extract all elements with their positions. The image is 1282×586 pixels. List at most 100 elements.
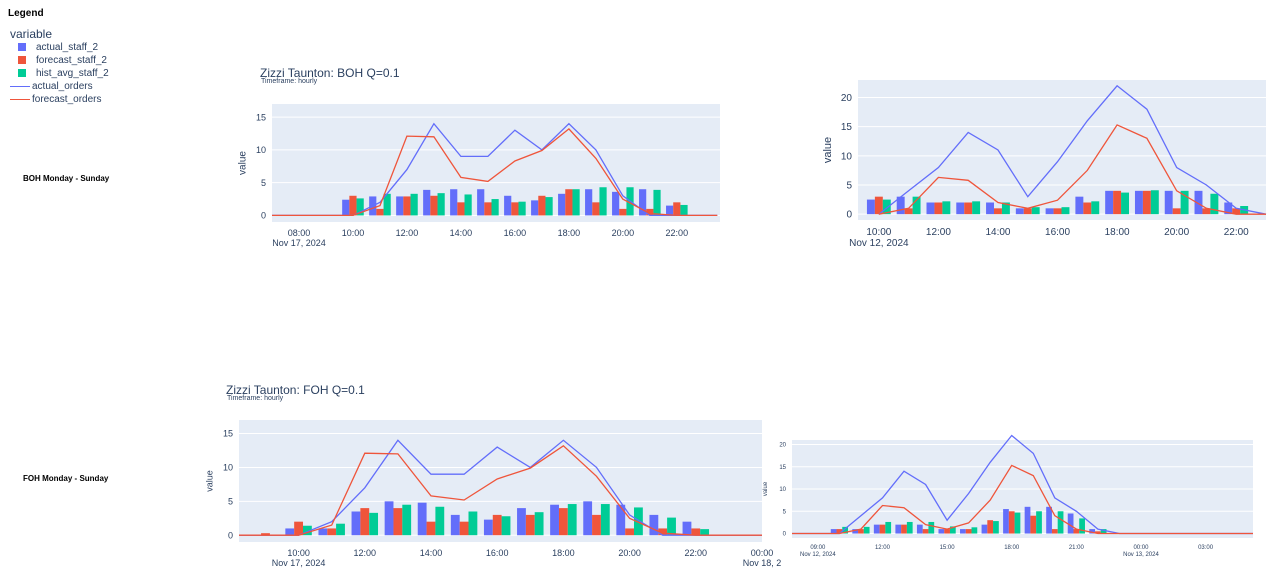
line-forecast_orders [239, 444, 762, 536]
legend-label: actual_staff_2 [36, 41, 99, 53]
bar-forecast_staff_2 [492, 514, 502, 536]
x-tick-label: 12:00 [875, 545, 891, 551]
bar-hist_avg_staff_2 [410, 193, 418, 216]
legend-item-actual-orders[interactable]: actual_orders [10, 80, 93, 92]
bar-forecast_staff_2 [558, 508, 568, 536]
bar-actual_staff_2 [981, 524, 988, 534]
y-tick-label: 10 [841, 151, 853, 162]
line-forecast_orders [792, 464, 1253, 535]
bar-actual_staff_2 [938, 529, 945, 534]
bar-hist_avg_staff_2 [435, 506, 445, 536]
bar-actual_staff_2 [1067, 513, 1074, 534]
x-tick-label: 16:00 [1045, 227, 1070, 238]
bar-hist_avg_staff_2 [928, 521, 935, 534]
bar-hist_avg_staff_2 [1210, 193, 1219, 215]
bar-actual_staff_2 [585, 189, 593, 216]
x-tick-label: 10:00 [342, 228, 365, 238]
bar-hist_avg_staff_2 [912, 196, 921, 215]
bar-hist_avg_staff_2 [1061, 207, 1070, 215]
bar-forecast_staff_2 [673, 202, 681, 216]
bar-actual_staff_2 [926, 202, 935, 215]
row-label-boh: BOH Monday - Sunday [23, 174, 110, 183]
legend-item-forecast-staff[interactable]: forecast_staff_2 [14, 54, 107, 66]
bar-forecast_staff_2 [994, 208, 1002, 215]
bar-hist_avg_staff_2 [653, 189, 661, 216]
bar-actual_staff_2 [682, 521, 692, 536]
line-forecast_orders [878, 124, 1266, 215]
bar-forecast_staff_2 [538, 195, 546, 216]
bar-hist_avg_staff_2 [1001, 202, 1010, 215]
bar-forecast_staff_2 [565, 189, 573, 216]
legend-item-forecast-orders[interactable]: forecast_orders [10, 93, 101, 105]
bar-actual_staff_2 [477, 189, 485, 216]
bar-hist_avg_staff_2 [906, 521, 913, 534]
bar-hist_avg_staff_2 [501, 516, 511, 536]
bar-hist_avg_staff_2 [1031, 207, 1040, 215]
bar-actual_staff_2 [616, 504, 626, 536]
bar-forecast_staff_2 [934, 202, 943, 215]
x-tick-sublabel: Nov 12, 2024 [800, 552, 836, 558]
bar-forecast_staff_2 [1023, 208, 1032, 215]
y-axis-label: value [822, 137, 834, 163]
legend-label: forecast_orders [32, 93, 102, 105]
bar-actual_staff_2 [649, 514, 659, 536]
y-tick-label: 0 [261, 211, 266, 221]
x-tick-sublabel: Nov 17, 2024 [272, 238, 326, 248]
x-tick-sublabel: Nov 17, 2024 [272, 558, 326, 568]
x-tick-sublabel: Nov 18, 2 [743, 558, 782, 568]
x-tick-label: 14:00 [985, 227, 1010, 238]
bar-forecast_staff_2 [327, 528, 337, 536]
bar-forecast_staff_2 [1202, 208, 1211, 215]
bar-hist_avg_staff_2 [572, 189, 580, 216]
x-tick-label: 09:00 [810, 545, 826, 551]
y-axis-label: value [205, 470, 215, 492]
x-tick-label: 20:00 [612, 228, 635, 238]
bar-forecast_staff_2 [879, 524, 886, 534]
chart-subtitle-foh: Timeframe: hourly [227, 395, 284, 402]
bar-hist_avg_staff_2 [949, 526, 956, 534]
bar-forecast_staff_2 [874, 196, 883, 215]
bar-actual_staff_2 [960, 529, 966, 534]
x-tick-label: 12:00 [396, 228, 419, 238]
bar-hist_avg_staff_2 [383, 193, 391, 216]
x-tick-label: 21:00 [1069, 545, 1085, 551]
bar-hist_avg_staff_2 [336, 523, 345, 536]
bar-actual_staff_2 [1194, 190, 1203, 215]
line-forecast_orders [272, 128, 718, 217]
bar-actual_staff_2 [1134, 190, 1143, 215]
bar-forecast_staff_2 [922, 529, 929, 534]
bar-hist_avg_staff_2 [885, 521, 892, 534]
x-tick-label: 08:00 [288, 228, 311, 238]
x-tick-label: 16:00 [486, 548, 509, 558]
line-actual_orders [878, 84, 1267, 215]
bar-hist_avg_staff_2 [863, 526, 870, 534]
bar-hist_avg_staff_2 [567, 504, 577, 536]
x-tick-label: 03:00 [1198, 545, 1214, 551]
y-tick-label: 5 [261, 178, 266, 188]
bar-actual_staff_2 [873, 524, 880, 534]
bar-hist_avg_staff_2 [464, 194, 472, 216]
bar-hist_avg_staff_2 [468, 511, 478, 536]
legend-heading: Legend [8, 8, 44, 19]
bar-hist_avg_staff_2 [882, 199, 891, 215]
legend-item-actual-staff[interactable]: actual_staff_2 [14, 41, 98, 53]
bar-forecast_staff_2 [457, 202, 465, 216]
y-tick-label: 20 [841, 93, 853, 104]
bar-hist_avg_staff_2 [667, 517, 676, 536]
x-tick-label: 15:00 [940, 545, 956, 551]
bar-hist_avg_staff_2 [1180, 190, 1189, 215]
bar-actual_staff_2 [1089, 529, 1096, 534]
bar-actual_staff_2 [517, 508, 526, 536]
x-tick-label: 00:00 [1133, 545, 1149, 551]
bar-actual_staff_2 [1003, 509, 1009, 534]
bar-actual_staff_2 [351, 511, 361, 536]
legend-item-hist-avg-staff[interactable]: hist_avg_staff_2 [14, 67, 109, 79]
bar-actual_staff_2 [1046, 506, 1052, 534]
bar-actual_staff_2 [417, 502, 427, 536]
x-tick-label: 12:00 [926, 227, 951, 238]
y-tick-label: 15 [779, 465, 786, 471]
